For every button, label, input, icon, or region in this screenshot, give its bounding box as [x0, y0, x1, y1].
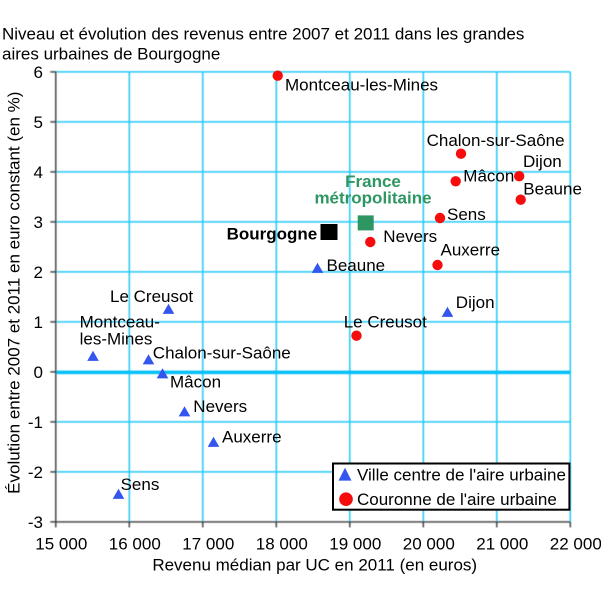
svg-text:4: 4 [34, 163, 43, 182]
svg-text:Chalon-sur-Saône: Chalon-sur-Saône [427, 131, 565, 150]
svg-text:Beaune: Beaune [523, 180, 582, 199]
svg-text:Le Creusot: Le Creusot [110, 287, 193, 306]
svg-text:-3: -3 [28, 513, 43, 532]
svg-text:20 000: 20 000 [403, 534, 455, 553]
svg-text:Revenu médian par UC en 2011 (: Revenu médian par UC en 2011 (en euros) [152, 556, 477, 575]
svg-text:16 000: 16 000 [109, 534, 161, 553]
svg-text:Évolution entre 2007 et 2011 e: Évolution entre 2007 et 2011 en euro con… [5, 92, 24, 494]
svg-text:Montceau-: Montceau- [80, 313, 160, 332]
svg-text:-1: -1 [28, 413, 43, 432]
svg-text:Nevers: Nevers [383, 227, 437, 246]
svg-text:5: 5 [34, 113, 43, 132]
svg-text:19 000: 19 000 [329, 534, 381, 553]
svg-text:Couronne de l'aire urbaine: Couronne de l'aire urbaine [357, 490, 557, 509]
svg-text:Mâcon: Mâcon [170, 373, 221, 392]
svg-text:Niveau et évolution des revenu: Niveau et évolution des revenus entre 20… [2, 25, 524, 44]
svg-text:0: 0 [34, 363, 43, 382]
svg-text:Mâcon: Mâcon [463, 167, 514, 186]
svg-text:6: 6 [34, 63, 43, 82]
svg-text:Montceau-les-Mines: Montceau-les-Mines [285, 76, 438, 95]
svg-text:1: 1 [34, 313, 43, 332]
svg-text:2: 2 [34, 263, 43, 282]
svg-text:Ville centre de l'aire urbaine: Ville centre de l'aire urbaine [357, 465, 566, 484]
svg-text:Sens: Sens [121, 475, 160, 494]
svg-text:Dijon: Dijon [523, 152, 562, 171]
svg-text:les-Mines: les-Mines [80, 329, 153, 348]
svg-text:métropolitaine: métropolitaine [314, 189, 431, 208]
svg-text:Chalon-sur-Saône: Chalon-sur-Saône [153, 344, 291, 363]
svg-text:Auxerre: Auxerre [441, 240, 501, 259]
svg-text:Auxerre: Auxerre [222, 427, 282, 446]
svg-text:22 000: 22 000 [550, 534, 601, 553]
svg-text:Le Creusot: Le Creusot [344, 312, 427, 331]
svg-text:Nevers: Nevers [193, 397, 247, 416]
svg-text:Beaune: Beaune [327, 256, 386, 275]
svg-text:Sens: Sens [447, 205, 486, 224]
svg-text:17 000: 17 000 [182, 534, 234, 553]
svg-text:3: 3 [34, 213, 43, 232]
svg-text:Bourgogne: Bourgogne [227, 225, 318, 244]
svg-text:15 000: 15 000 [35, 534, 87, 553]
svg-text:21 000: 21 000 [476, 534, 528, 553]
svg-text:-2: -2 [28, 463, 43, 482]
svg-text:France: France [345, 172, 401, 191]
svg-text:18 000: 18 000 [256, 534, 308, 553]
svg-text:aires urbaines de Bourgogne: aires urbaines de Bourgogne [2, 45, 220, 64]
svg-text:Dijon: Dijon [456, 293, 495, 312]
